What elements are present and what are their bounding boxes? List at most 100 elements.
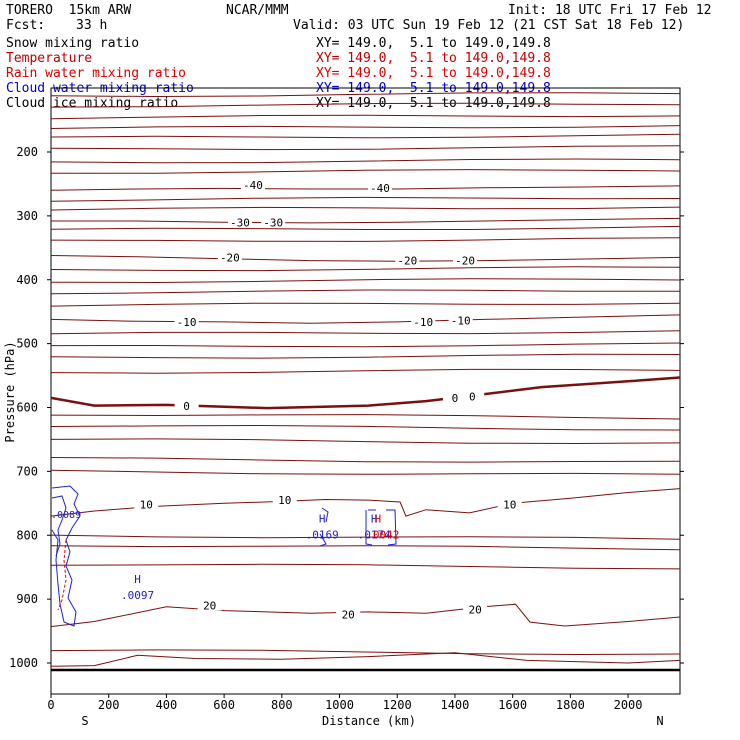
isotherm-label-bg bbox=[463, 603, 488, 615]
isotherm-label-bg bbox=[411, 315, 436, 327]
x-tick-label: 400 bbox=[156, 698, 178, 712]
cloud-water-max-marker: H bbox=[371, 512, 378, 525]
isotherm--30 bbox=[51, 217, 681, 224]
legend-snow-xy: XY= 149.0, 5.1 to 149.0,149.8 bbox=[316, 36, 551, 51]
background-isotherm bbox=[50, 368, 681, 374]
isotherm-label: 20 bbox=[342, 608, 355, 621]
background-isotherm bbox=[50, 125, 681, 129]
background-isotherm bbox=[50, 92, 681, 98]
x-tick-label: 800 bbox=[271, 698, 293, 712]
isotherm-label: 20 bbox=[203, 600, 216, 613]
isotherm-label: -30 bbox=[230, 216, 250, 229]
isotherm-label-bg bbox=[197, 599, 222, 611]
y-tick-label: 1000 bbox=[9, 656, 38, 670]
isotherm-label-bg bbox=[336, 608, 361, 620]
background-isotherm bbox=[50, 563, 681, 570]
legend-temp-name: Temperature bbox=[6, 51, 93, 66]
y-tick-label: 600 bbox=[16, 401, 38, 415]
cloud-water-small-940 bbox=[319, 507, 329, 547]
isotherm-label-bg bbox=[261, 216, 286, 228]
background-isotherm bbox=[50, 342, 681, 348]
isotherm-label-bg bbox=[395, 254, 420, 266]
y-tick-label: 400 bbox=[16, 273, 38, 287]
rain-water-left-edge-contour bbox=[57, 539, 67, 611]
y-axis-label: Pressure (hPa) bbox=[3, 341, 17, 442]
background-isotherm bbox=[50, 278, 681, 284]
background-isotherm bbox=[50, 237, 681, 242]
isotherm-label: -40 bbox=[370, 182, 390, 195]
background-isotherm bbox=[51, 169, 681, 174]
header-valid: Valid: 03 UTC Sun 19 Feb 12 (21 CST Sat … bbox=[293, 18, 685, 33]
isotherm-label-bg bbox=[448, 314, 473, 326]
x-tick-label: 1200 bbox=[383, 698, 412, 712]
background-isotherm bbox=[50, 266, 681, 272]
x-end-right: N bbox=[656, 714, 663, 728]
isotherm-label: -20 bbox=[220, 251, 240, 264]
isotherm-label-bg bbox=[453, 254, 478, 266]
isotherms: -40 -40-30 -30-20 -20 -20-10 -10 -1000 010 10 102… bbox=[50, 92, 681, 667]
x-tick-label: 1000 bbox=[325, 698, 354, 712]
background-isotherm bbox=[50, 302, 681, 307]
background-isotherm bbox=[50, 133, 681, 139]
isotherm-label-bg bbox=[240, 179, 265, 191]
x-tick-label: 200 bbox=[98, 698, 120, 712]
isotherm-label: 10 bbox=[503, 499, 516, 512]
background-isotherm bbox=[50, 114, 681, 120]
isotherm-label-bg bbox=[174, 400, 199, 412]
background-isotherm bbox=[50, 330, 681, 335]
background-isotherm bbox=[50, 206, 681, 211]
legend-snow-name: Snow mixing ratio bbox=[6, 36, 140, 51]
background-isotherm bbox=[50, 424, 681, 431]
y-tick-label: 500 bbox=[16, 337, 38, 351]
isotherm--20 bbox=[50, 255, 681, 262]
background-isotherm bbox=[50, 196, 681, 202]
isotherm-label-bg bbox=[367, 181, 392, 193]
header-init: Init: 18 UTC Fri 17 Feb 12 bbox=[508, 3, 712, 18]
isotherm-label-bg bbox=[497, 498, 522, 510]
isotherm-label: 0 bbox=[183, 400, 190, 413]
plot-frame bbox=[50, 87, 681, 695]
y-tick-label: 300 bbox=[16, 209, 38, 223]
isotherm-label: -40 bbox=[243, 179, 263, 192]
header-fcst-label: Fcst: bbox=[6, 18, 46, 33]
isotherm-label-bg bbox=[134, 498, 159, 510]
cloud-water-max-value: .0169 bbox=[306, 528, 339, 541]
cloud-water-max-marker: H bbox=[319, 512, 326, 525]
isotherm-label: -10 bbox=[413, 316, 433, 329]
legend-rain-xy: XY= 149.0, 5.1 to 149.0,149.8 bbox=[316, 66, 551, 81]
isotherm-20 bbox=[50, 603, 681, 628]
isotherm-label-bg bbox=[217, 251, 242, 263]
isotherm-label: 10 bbox=[140, 499, 153, 512]
background-isotherm bbox=[50, 438, 681, 445]
cloud-water-left-edge-inner bbox=[51, 495, 67, 557]
y-tick-label: 700 bbox=[16, 464, 38, 478]
left-edge-value-label: .0089 bbox=[51, 510, 81, 521]
header-center: NCAR/MMM bbox=[226, 3, 289, 18]
header-model: TORERO 15km ARW bbox=[6, 3, 132, 18]
x-tick-label: 1600 bbox=[498, 698, 527, 712]
isotherm--10 bbox=[50, 314, 681, 324]
x-tick-label: 600 bbox=[213, 698, 235, 712]
cloud-water-max-marker: H bbox=[134, 573, 141, 586]
background-isotherm bbox=[50, 158, 681, 164]
background-isotherm bbox=[50, 545, 681, 551]
header-fcst-value: 33 h bbox=[76, 18, 108, 33]
isotherm-label: 20 bbox=[469, 603, 482, 616]
cloud-water-box-1120 bbox=[365, 509, 397, 546]
legend-rain-name: Rain water mixing ratio bbox=[6, 66, 187, 81]
cloud-water-max-value: .0174 bbox=[358, 528, 391, 541]
cloud-water-max-value: .0097 bbox=[121, 589, 154, 602]
x-axis-label: Distance (km) bbox=[322, 714, 416, 728]
rain-water-max-value: .0042 bbox=[366, 528, 399, 541]
isotherm-label: -20 bbox=[397, 255, 417, 268]
isotherm-label: 0 bbox=[452, 392, 459, 405]
x-tick-label: 1400 bbox=[440, 698, 469, 712]
isotherm-label: 10 bbox=[278, 494, 291, 507]
isotherm-label: -10 bbox=[177, 316, 197, 329]
legend-temp-xy: XY= 149.0, 5.1 to 149.0,149.8 bbox=[316, 51, 551, 66]
y-tick-label: 900 bbox=[16, 592, 38, 606]
isotherm-label-bg bbox=[174, 315, 199, 327]
isotherm--40 bbox=[50, 185, 681, 191]
x-end-left: S bbox=[81, 714, 88, 728]
